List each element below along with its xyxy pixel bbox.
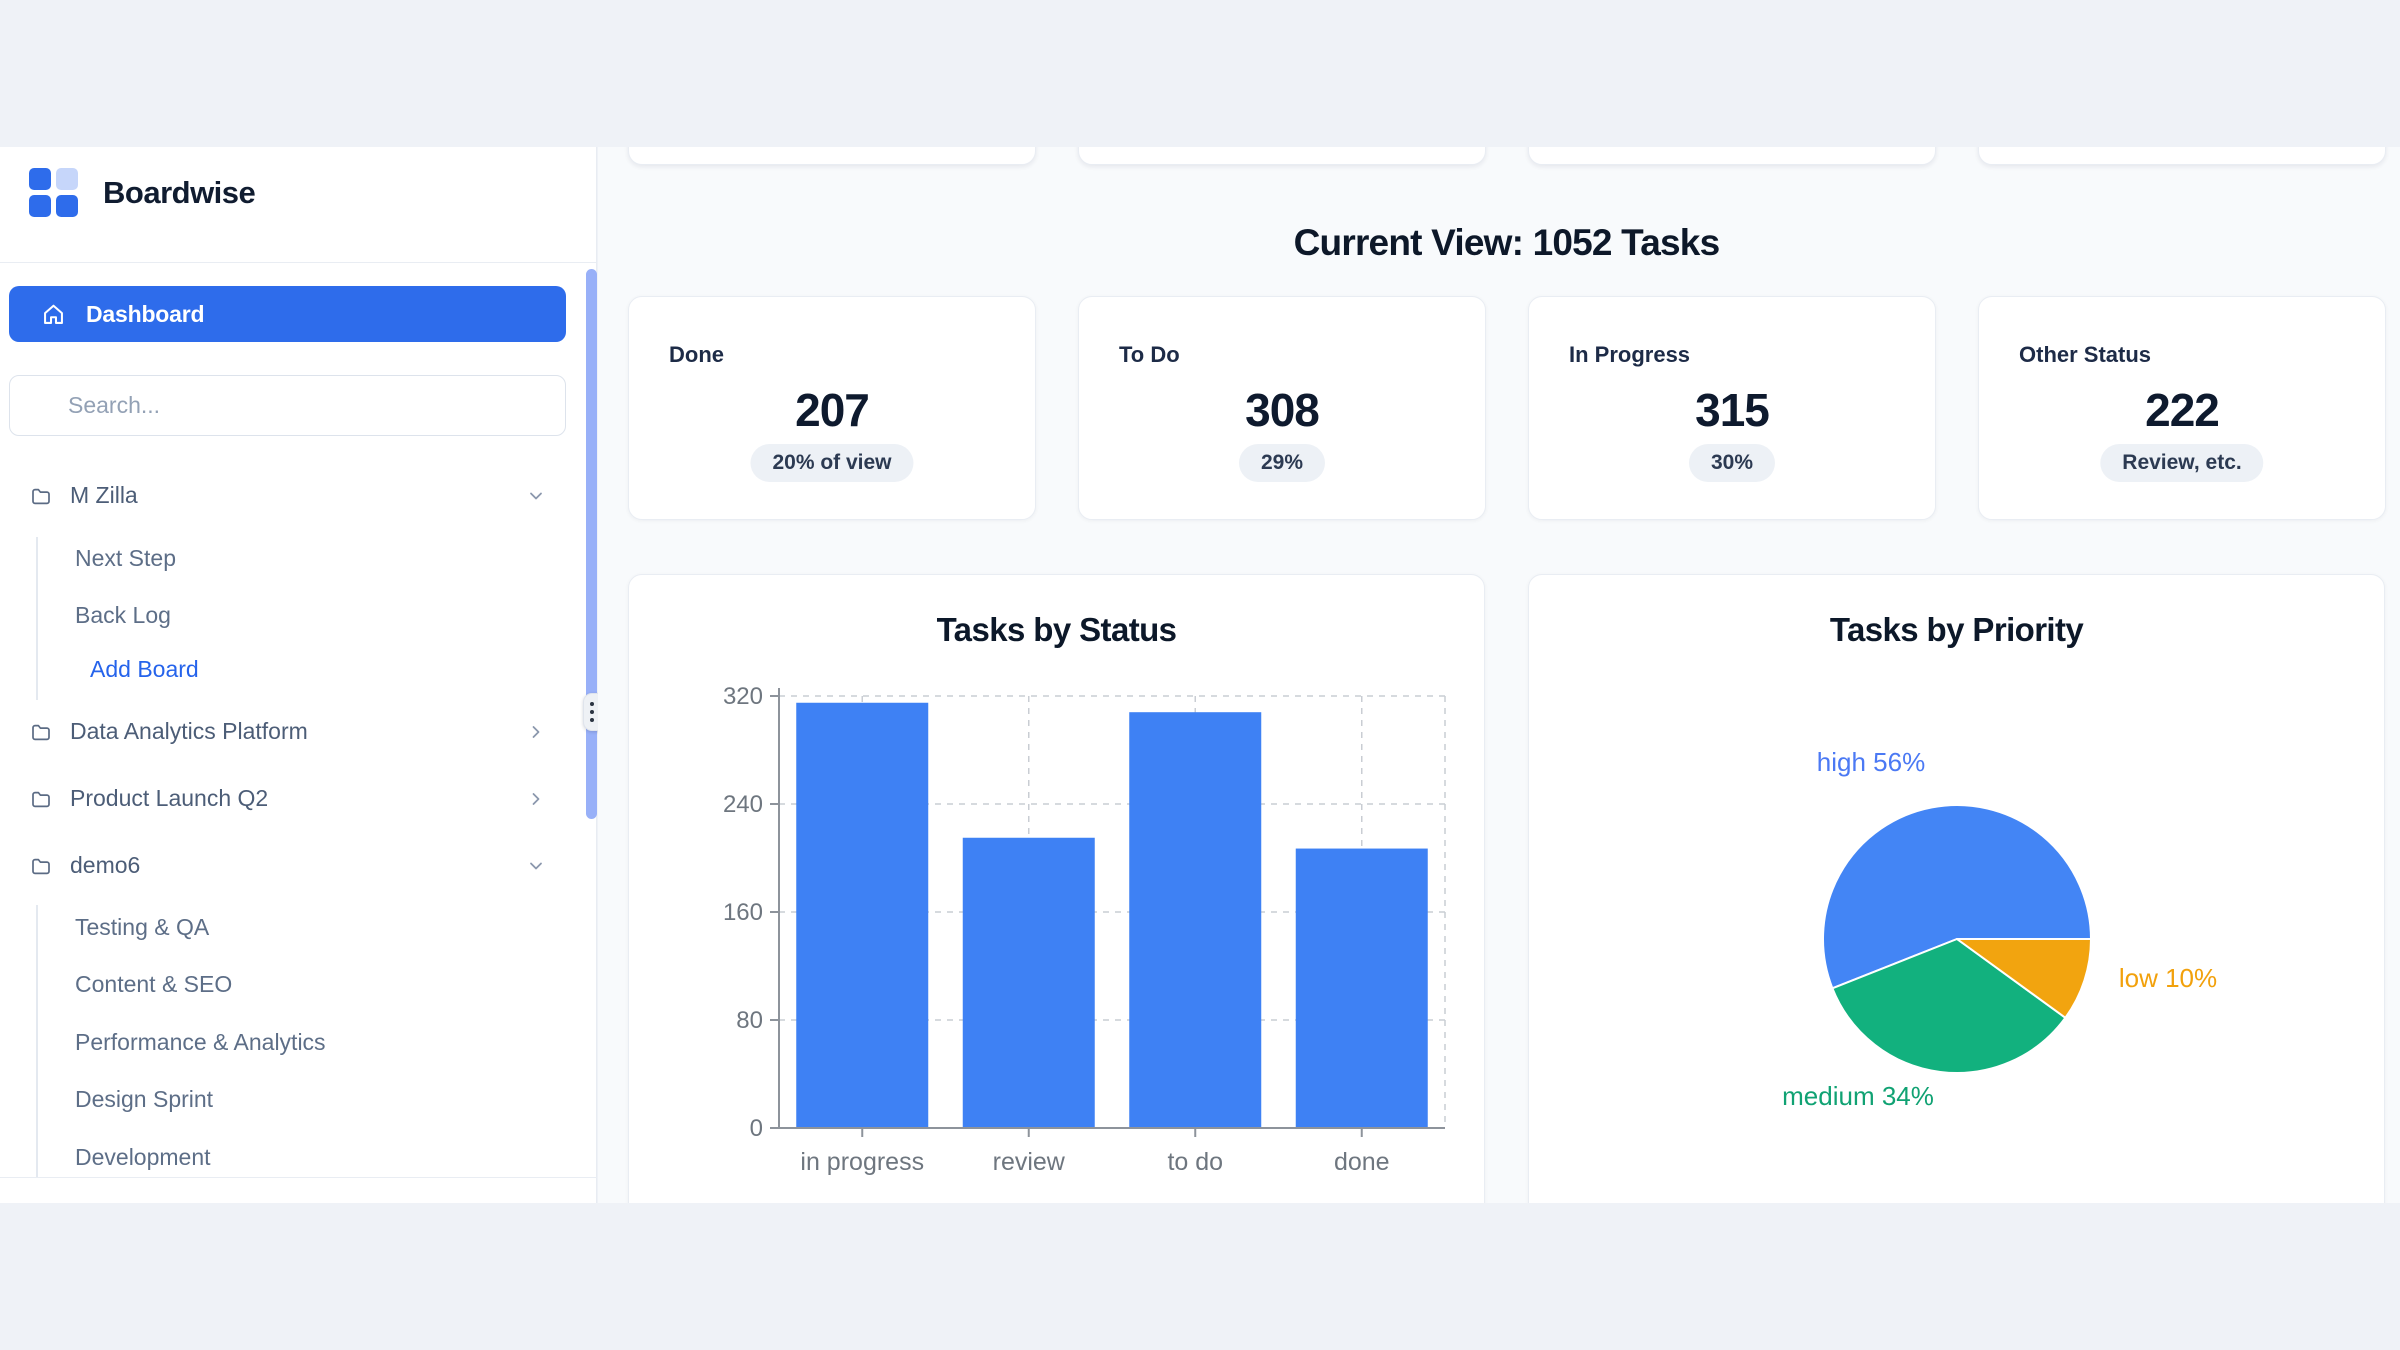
board-tree: M Zilla Next Step Back Log Add Board Data An… bbox=[0, 147, 596, 1203]
pie-label-low: low 10% bbox=[2119, 963, 2217, 993]
sidebar-group-3[interactable]: demo6 bbox=[0, 842, 570, 890]
stat-card: In Progress 315 30% bbox=[1528, 296, 1936, 520]
stat-card: Done 207 20% of view bbox=[628, 296, 1036, 520]
add-board-label: Add Board bbox=[90, 656, 199, 682]
chevron-right-icon[interactable] bbox=[527, 790, 545, 808]
sidebar-resizer[interactable] bbox=[586, 269, 597, 819]
scrolled-card-partial bbox=[1978, 147, 2386, 165]
logo-square bbox=[56, 195, 78, 217]
stat-card: To Do 308 29% bbox=[1078, 296, 1486, 520]
board-item-label: Back Log bbox=[75, 602, 171, 628]
stat-value: 207 bbox=[795, 384, 870, 436]
chevron-down-icon[interactable] bbox=[527, 487, 545, 505]
pie-label-medium: medium 34% bbox=[1782, 1081, 1934, 1111]
sidebar: Boardwise Dashboard M Zilla Next Step Back… bbox=[0, 147, 597, 1203]
scrolled-card-partial bbox=[1528, 147, 1936, 165]
y-axis-tick-label: 0 bbox=[750, 1115, 763, 1142]
sidebar-board-item[interactable]: Testing & QA bbox=[0, 905, 570, 951]
sidebar-board-item[interactable]: Performance & Analytics bbox=[0, 1020, 570, 1066]
sidebar-group-1[interactable]: Data Analytics Platform bbox=[0, 708, 570, 756]
board-item-label: Testing & QA bbox=[75, 914, 210, 940]
sidebar-group-2[interactable]: Product Launch Q2 bbox=[0, 775, 570, 823]
sidebar-board-item[interactable]: Content & SEO bbox=[0, 962, 570, 1008]
stat-badge: 29% bbox=[1238, 444, 1326, 482]
pie-slice-medium bbox=[1831, 938, 2067, 1074]
sidebar-group-label: M Zilla bbox=[70, 482, 138, 508]
folder-icon bbox=[32, 488, 50, 505]
logo-square bbox=[29, 195, 51, 217]
y-axis-tick-label: 240 bbox=[723, 791, 763, 818]
chevron-down-icon[interactable] bbox=[527, 857, 545, 875]
sidebar-group-label: Product Launch Q2 bbox=[70, 785, 269, 811]
board-item-label: Next Step bbox=[75, 545, 176, 571]
y-axis-tick-label: 320 bbox=[723, 683, 763, 710]
scrolled-card-partial bbox=[1078, 147, 1486, 165]
x-axis-tick-label: in progress bbox=[800, 1148, 924, 1176]
brand-logo-icon bbox=[29, 168, 78, 217]
stat-value: 315 bbox=[1695, 384, 1770, 436]
logo-square bbox=[56, 168, 78, 190]
pie-chart: high 56% medium 34% low 10% bbox=[1782, 747, 2217, 1111]
dashboard-label: Dashboard bbox=[86, 300, 205, 327]
stat-label: To Do bbox=[1119, 342, 1180, 367]
dashboard-button[interactable]: Dashboard bbox=[9, 286, 566, 342]
stat-label: Done bbox=[669, 342, 724, 367]
bar-in-progress bbox=[796, 702, 929, 1128]
stat-badge: Review, etc. bbox=[2100, 444, 2264, 482]
board-item-label: Development bbox=[75, 1144, 211, 1170]
x-axis-tick-label: to do bbox=[1167, 1148, 1223, 1176]
board-item-label: Design Sprint bbox=[75, 1086, 214, 1112]
x-axis-tick-label: review bbox=[993, 1148, 1066, 1176]
chevron-right-icon[interactable] bbox=[527, 723, 545, 741]
sidebar-header: Boardwise bbox=[0, 147, 596, 263]
bar-review bbox=[962, 837, 1095, 1128]
x-axis-tick-label: done bbox=[1334, 1148, 1390, 1176]
folder-icon bbox=[32, 791, 50, 808]
logo-square bbox=[29, 168, 51, 190]
pie-chart-title: Tasks by Priority bbox=[1829, 611, 2084, 648]
bar-chart-title: Tasks by Status bbox=[936, 611, 1177, 648]
tree-indent-line bbox=[36, 905, 38, 1177]
home-icon bbox=[44, 304, 63, 324]
app-window: Boardwise Dashboard M Zilla Next Step Back… bbox=[0, 147, 2400, 1203]
sidebar-group-label: demo6 bbox=[70, 852, 141, 878]
stat-badge: 20% of view bbox=[750, 444, 914, 482]
stat-card: Other Status 222 Review, etc. bbox=[1978, 296, 2386, 520]
main-content: Current View: 1052 Tasks Done 207 20% of v… bbox=[598, 147, 2400, 1203]
folder-icon bbox=[32, 724, 50, 741]
stat-badge: 30% bbox=[1688, 444, 1776, 482]
sidebar-divider bbox=[0, 1177, 597, 1178]
sidebar-group-0[interactable]: M Zilla bbox=[0, 472, 570, 520]
pie-label-high: high 56% bbox=[1817, 747, 1925, 777]
pie-slice-high bbox=[1822, 804, 2092, 990]
stat-value: 308 bbox=[1245, 384, 1320, 436]
folder-icon bbox=[32, 858, 50, 875]
search-input[interactable] bbox=[9, 375, 566, 436]
pie-slice-low bbox=[1956, 938, 2092, 1019]
board-item-label: Content & SEO bbox=[75, 971, 233, 997]
sidebar-board-item[interactable]: Development bbox=[0, 1135, 570, 1181]
stat-value: 222 bbox=[2145, 384, 2220, 436]
stat-label: In Progress bbox=[1569, 342, 1691, 367]
tree-indent-line bbox=[36, 537, 38, 700]
brand-title: Boardwise bbox=[103, 175, 256, 210]
sidebar-board-item[interactable]: Next Step bbox=[0, 536, 570, 582]
sidebar-group-label: Data Analytics Platform bbox=[70, 718, 308, 744]
board-item-label: Performance & Analytics bbox=[75, 1029, 326, 1055]
y-axis-tick-label: 160 bbox=[723, 899, 763, 926]
bar-done bbox=[1295, 848, 1428, 1128]
bar-to-do bbox=[1129, 712, 1262, 1128]
stat-label: Other Status bbox=[2019, 342, 2152, 367]
scrolled-card-partial bbox=[628, 147, 1036, 165]
bar-chart: 320 240 160 80 0 in progress review to do done bbox=[723, 683, 1446, 1176]
y-axis-tick-label: 80 bbox=[736, 1007, 763, 1034]
page-title: Current View: 1052 Tasks bbox=[1293, 222, 1721, 263]
add-board-button[interactable]: Add Board bbox=[0, 647, 570, 693]
bar-chart-card: Tasks by Status 320 240 160 80 0 in progress r… bbox=[628, 574, 1485, 1203]
sidebar-board-item[interactable]: Design Sprint bbox=[0, 1077, 570, 1123]
pie-chart-card: Tasks by Priority high 56% medium 34% low … bbox=[1528, 574, 2385, 1203]
sidebar-board-item[interactable]: Back Log bbox=[0, 593, 570, 639]
